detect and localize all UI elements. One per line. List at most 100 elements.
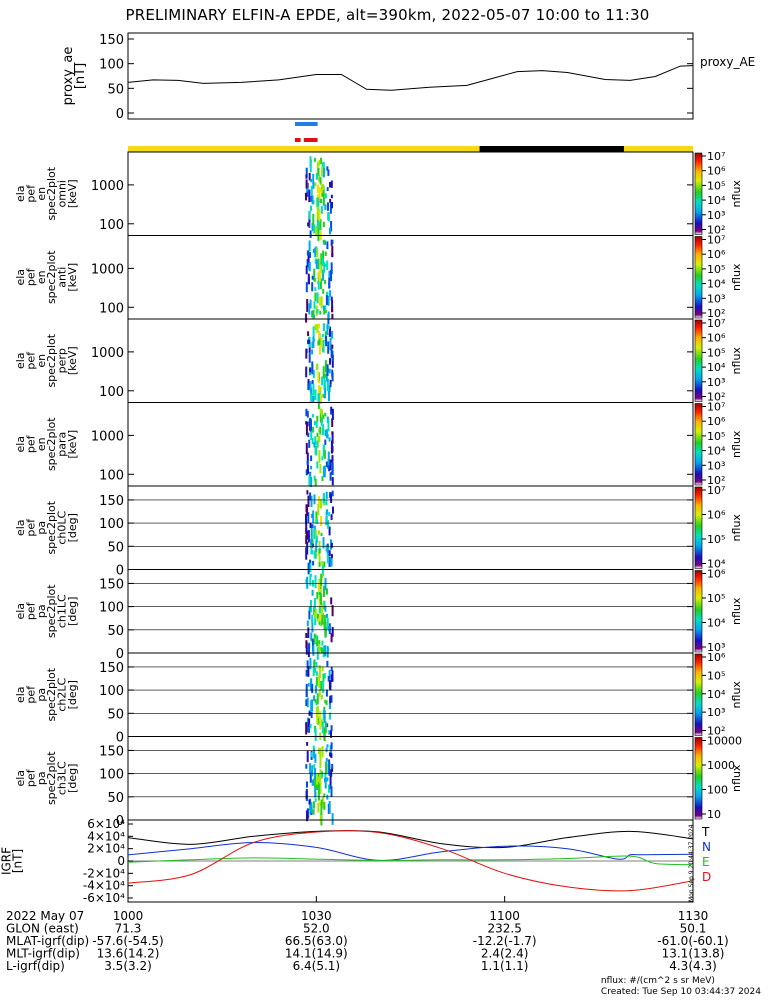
colorbar-tick-label: 10² xyxy=(707,391,725,404)
flux-pixel xyxy=(310,632,313,641)
colorbar-tick-label: 10⁷ xyxy=(707,401,725,414)
spectrogram-tick-label: 0 xyxy=(116,647,124,662)
flux-pixel xyxy=(329,774,332,786)
flux-pixel xyxy=(318,595,321,603)
flux-pixel xyxy=(329,680,332,691)
flux-pixel xyxy=(311,683,314,694)
colorbar-tick-label: 10³ xyxy=(707,376,725,389)
flux-pixel xyxy=(314,798,317,802)
flux-pixel xyxy=(313,606,316,616)
flux-pixel xyxy=(317,581,320,592)
flux-pixel xyxy=(309,252,311,258)
flux-pixel xyxy=(331,372,334,382)
igrf-tick-label: 6×10⁴ xyxy=(87,817,125,831)
flux-pixel xyxy=(330,411,333,415)
flux-pixel xyxy=(329,358,331,365)
flux-pixel xyxy=(320,647,323,653)
flux-pixel xyxy=(322,424,325,435)
flux-pixel xyxy=(324,360,327,373)
ephemeris-table: 2022 May 07 1000 1030 1100 1130 GLON (east) 71… xyxy=(6,896,729,973)
colorbar-tick-label: 10⁵ xyxy=(707,669,725,682)
colorbar-label: nflux xyxy=(730,430,743,458)
igrf-line-N xyxy=(127,841,694,861)
flux-units-note: nflux: #/(cm^2 s sr MeV) xyxy=(600,976,715,986)
flux-pixel xyxy=(329,698,331,710)
y-label-line: ch2LC xyxy=(56,678,69,712)
flux-pixel xyxy=(328,270,331,278)
flux-pixel xyxy=(327,212,330,222)
flux-pixel xyxy=(323,706,326,712)
y-label-line: [deg] xyxy=(66,597,79,626)
igrf-tick-label: -2×10⁴ xyxy=(83,866,125,880)
flux-pixel xyxy=(309,723,312,729)
spectrogram-panel: 0 50 100 150 elapefpaspec2plotch3LC[deg] 10 10… xyxy=(14,735,743,830)
flux-pixel xyxy=(310,678,313,688)
spectrogram-y-label: elapefenspec2plotomni[keV] xyxy=(14,166,79,220)
flux-pixel xyxy=(313,475,316,481)
flux-pixel xyxy=(318,450,321,463)
flux-pixel xyxy=(330,769,333,777)
flux-pixel xyxy=(308,799,311,805)
flux-pixel xyxy=(318,330,321,339)
flux-pixel xyxy=(326,660,329,667)
proxy-ae-tick-label: 50 xyxy=(107,82,124,97)
flux-pixel xyxy=(321,476,324,481)
flux-pixel xyxy=(323,673,326,679)
flux-pixel xyxy=(327,341,330,354)
igrf-side-stamp: Mon Sep 9 20:44:37 2024 xyxy=(688,824,695,902)
flux-pixel xyxy=(318,189,321,202)
flux-pixel xyxy=(327,169,330,176)
flux-pixel xyxy=(317,197,320,210)
flux-pixel xyxy=(313,779,316,788)
flux-pixel xyxy=(316,461,319,469)
colorbar-tick-label: 10⁶ xyxy=(707,248,726,261)
flux-pixel xyxy=(306,660,309,669)
flux-pixel xyxy=(324,373,327,378)
flux-pixel xyxy=(313,748,316,759)
flux-pixel xyxy=(328,277,331,289)
flux-pixel xyxy=(310,195,313,202)
flux-pixel xyxy=(324,577,327,591)
flux-pixel xyxy=(323,801,326,810)
flux-pixel xyxy=(327,311,330,319)
igrf-legend-N: N xyxy=(702,840,711,854)
flux-pixel xyxy=(328,467,331,472)
flux-pixel xyxy=(311,276,314,280)
flux-pixel xyxy=(312,182,315,189)
flux-pixel xyxy=(325,689,328,697)
flux-pixel xyxy=(311,195,314,205)
ephemeris-value: 13.1(13.8) xyxy=(662,947,725,961)
igrf-legend-E: E xyxy=(702,855,710,869)
spectrogram-y-label: elapefenspec2plotperp[keV] xyxy=(14,333,79,387)
flux-pixel xyxy=(318,621,321,625)
flux-pixel xyxy=(320,515,323,527)
flux-pixel xyxy=(309,522,312,528)
flux-pixel xyxy=(327,419,330,432)
flux-pixel xyxy=(308,210,311,220)
colorbar-tick-label: 10² xyxy=(707,307,725,320)
flux-pixel xyxy=(317,221,320,229)
flux-pixel xyxy=(314,608,317,619)
colorbar-tick-label: 10⁴ xyxy=(707,558,726,571)
y-label-line: [nT] xyxy=(11,849,25,873)
flux-pixel xyxy=(309,381,312,392)
flux-pixel xyxy=(331,605,334,617)
flux-pixel xyxy=(308,303,311,315)
flux-pixel xyxy=(329,752,331,757)
flux-pixel xyxy=(312,326,315,338)
flux-pixel xyxy=(325,336,328,347)
flux-pixel xyxy=(331,490,334,497)
flux-pixel xyxy=(312,666,315,677)
y-label-line: pa xyxy=(35,521,48,535)
flux-pixel xyxy=(323,615,326,626)
proxy-ae-tick-label: 100 xyxy=(99,58,124,73)
flux-pixel xyxy=(309,419,312,432)
igrf-legend-T: T xyxy=(701,825,710,839)
flux-pixel xyxy=(322,221,325,227)
colorbar-tick-label: 10⁴ xyxy=(707,617,726,630)
flux-pixel xyxy=(305,579,308,583)
colorbar-tick-label: 10³ xyxy=(707,292,725,305)
flux-pixel xyxy=(311,619,314,633)
flux-pixel xyxy=(318,530,320,535)
flux-pixel xyxy=(307,495,310,507)
